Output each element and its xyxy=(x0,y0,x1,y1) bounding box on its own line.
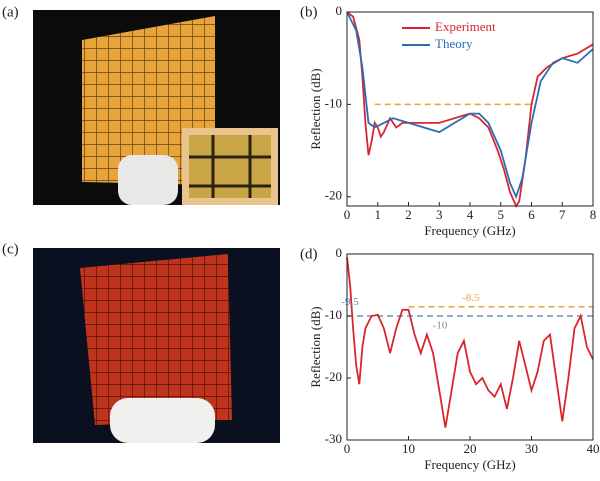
x-tick-label: 40 xyxy=(587,441,600,456)
data-line xyxy=(346,11,594,200)
x-tick-label: 20 xyxy=(464,441,477,456)
y-tick-label: -20 xyxy=(325,369,342,384)
y-tick-label: 0 xyxy=(336,245,343,260)
sample-c xyxy=(80,254,232,425)
legend-label: Experiment xyxy=(435,19,496,34)
data-line xyxy=(346,11,594,208)
panel-label: (b) xyxy=(300,4,318,20)
legend-label: Theory xyxy=(435,36,473,51)
reference-label: -10 xyxy=(433,320,448,332)
y-tick-label: -30 xyxy=(325,431,342,446)
x-tick-label: 0 xyxy=(344,441,351,456)
x-tick-label: 4 xyxy=(467,207,474,222)
plot-frame xyxy=(346,253,594,441)
x-tick-label: 1 xyxy=(375,207,382,222)
x-tick-label: 2 xyxy=(405,207,412,222)
data-line xyxy=(346,257,594,428)
y-tick-label: -10 xyxy=(325,307,342,322)
y-axis-label: Reflection (dB) xyxy=(308,306,323,387)
inset-grid xyxy=(189,135,271,198)
annotation: -9.5 xyxy=(341,296,359,308)
y-tick-label: 0 xyxy=(336,3,343,18)
panel-label: (d) xyxy=(300,246,318,262)
stand xyxy=(118,155,178,205)
sample-a xyxy=(82,16,215,185)
x-tick-label: 30 xyxy=(525,441,538,456)
panel-label: (c) xyxy=(2,241,19,257)
reference-label: -8.5 xyxy=(462,292,480,304)
x-tick-label: 8 xyxy=(590,207,597,222)
x-axis-label: Frequency (GHz) xyxy=(424,457,515,472)
stand xyxy=(110,398,215,443)
y-axis-label: Reflection (dB) xyxy=(308,68,323,149)
x-tick-label: 3 xyxy=(436,207,443,222)
panel-label: (a) xyxy=(2,4,19,20)
y-tick-label: -20 xyxy=(325,188,342,203)
x-tick-label: 10 xyxy=(402,441,415,456)
x-tick-label: 5 xyxy=(498,207,505,222)
x-tick-label: 6 xyxy=(528,207,535,222)
y-tick-label: -10 xyxy=(325,95,342,110)
x-axis-label: Frequency (GHz) xyxy=(424,223,515,238)
x-tick-label: 7 xyxy=(559,207,566,222)
inset-image xyxy=(189,135,271,198)
x-tick-label: 0 xyxy=(344,207,351,222)
